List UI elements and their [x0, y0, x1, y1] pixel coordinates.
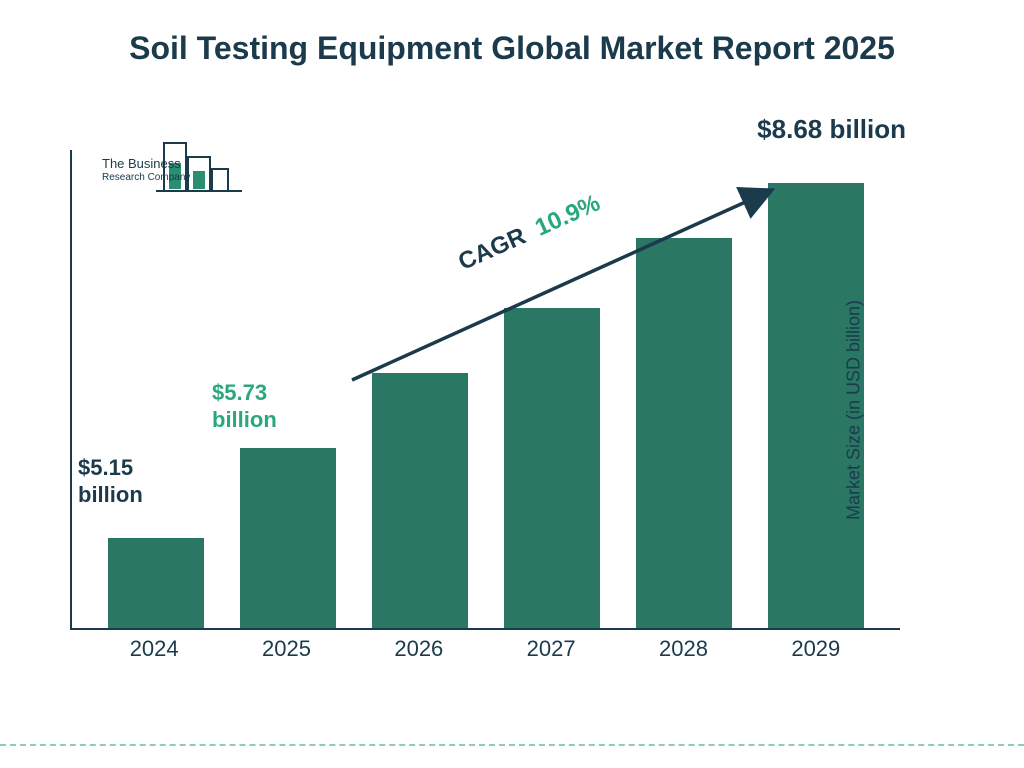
bar-slot	[222, 448, 354, 628]
bar-chart: $5.15 billion $5.73 billion $8.68 billio…	[70, 150, 940, 670]
footer-divider	[0, 744, 1024, 746]
x-tick-label: 2027	[485, 636, 617, 662]
x-axis-labels: 202420252026202720282029	[70, 636, 900, 662]
plot-area: $5.15 billion $5.73 billion $8.68 billio…	[70, 150, 900, 630]
x-tick-label: 2028	[617, 636, 749, 662]
value-label-2025: $5.73 billion	[212, 380, 322, 433]
value-label-2024: $5.15 billion	[78, 455, 188, 508]
x-tick-label: 2026	[353, 636, 485, 662]
value-label-2029: $8.68 billion	[757, 114, 906, 145]
bar-slot	[90, 538, 222, 628]
y-axis-label: Market Size (in USD billion)	[843, 300, 864, 520]
x-tick-label: 2024	[88, 636, 220, 662]
x-tick-label: 2029	[750, 636, 882, 662]
bar	[108, 538, 204, 628]
page-title: Soil Testing Equipment Global Market Rep…	[0, 0, 1024, 78]
bar	[372, 373, 468, 628]
x-tick-label: 2025	[220, 636, 352, 662]
bar-slot	[354, 373, 486, 628]
bar	[240, 448, 336, 628]
